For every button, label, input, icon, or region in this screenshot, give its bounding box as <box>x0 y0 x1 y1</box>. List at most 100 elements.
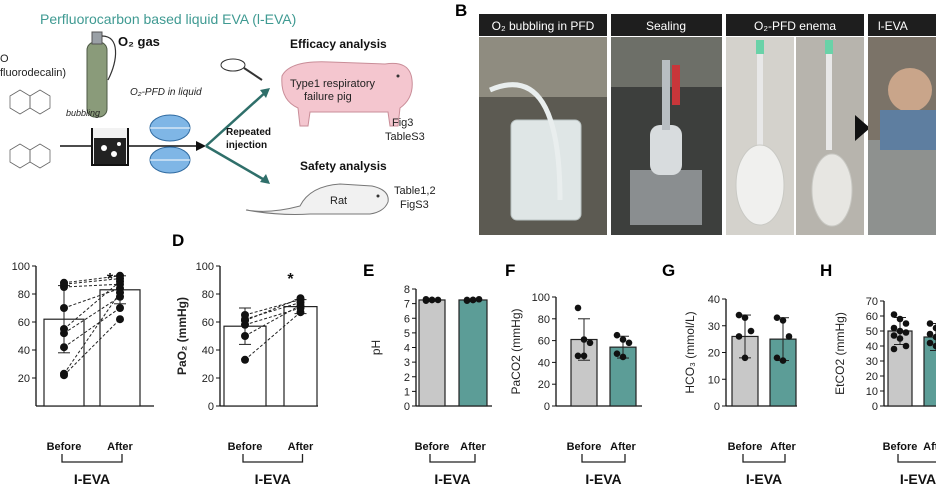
data-point <box>773 314 781 322</box>
syringe-icon <box>220 58 263 81</box>
x-tick-label: Before <box>567 441 602 453</box>
paired-line <box>63 296 121 334</box>
group-label: I-EVA <box>746 471 782 487</box>
significance-marker: * <box>107 271 114 288</box>
data-point <box>902 342 910 350</box>
data-point <box>469 296 477 304</box>
y-axis-label: PaCO2 (mmHg) <box>509 308 523 394</box>
pig-icon <box>281 61 413 127</box>
repeated-label: Repeated <box>226 127 271 138</box>
photo-label-3: O₂-PFD enema <box>754 19 836 33</box>
y-tick-label: 20 <box>866 371 878 383</box>
panel-letter: H <box>820 261 832 280</box>
x-tick-label: Before <box>47 441 82 453</box>
data-point <box>580 352 588 360</box>
data-point <box>890 324 898 332</box>
x-tick-label: After <box>610 441 636 453</box>
x-tick-label: After <box>923 441 936 453</box>
fig3-label: Fig3 <box>392 117 413 129</box>
y-tick-label: 7 <box>404 299 410 311</box>
data-point <box>241 311 249 319</box>
y-tick-label: 100 <box>532 292 550 304</box>
y-tick-label: 8 <box>404 284 410 296</box>
paired-line <box>63 275 121 284</box>
y-tick-label: 30 <box>708 321 720 333</box>
x-tick-label: After <box>770 441 796 453</box>
photo-l-eva: l-EVA <box>868 14 936 235</box>
table12-label: Table1,2 <box>394 185 436 197</box>
efficacy-title: Efficacy analysis <box>290 37 387 51</box>
data-point <box>932 333 936 341</box>
data-point <box>116 292 124 301</box>
paired-line <box>244 304 301 337</box>
data-point <box>116 280 124 289</box>
data-point <box>116 315 124 324</box>
y-tick-label: 20 <box>18 373 30 385</box>
y-tick-label: 0 <box>208 401 214 413</box>
data-point <box>613 331 621 339</box>
group-bracket <box>61 454 123 463</box>
paired-line <box>63 307 121 348</box>
group-label: I-EVA <box>74 471 110 487</box>
y-tick-label: 20 <box>202 373 214 385</box>
beaker-icon <box>91 128 129 166</box>
panel-b-letter: B <box>455 1 467 20</box>
chart-d: D 0 20 40 60 80 100 PaO₂ (mmHg) Before After * I-EV… <box>172 231 318 487</box>
bar <box>418 299 446 407</box>
paired-line <box>63 292 121 375</box>
y-tick-label: 1 <box>404 386 410 398</box>
y-axis-label: EtCO2 (mmHg) <box>833 312 847 395</box>
y-tick-label: 0 <box>714 401 720 413</box>
panel-b: B O₂ bubbling in PFD Sealing O₂-PFD enem… <box>455 1 936 235</box>
y-tick-label: 60 <box>538 336 550 348</box>
paired-line <box>63 281 121 330</box>
panel-letter: G <box>662 261 675 280</box>
data-point <box>896 335 904 342</box>
y-tick-label: 4 <box>404 343 410 355</box>
x-tick-label: Before <box>883 441 918 453</box>
data-point <box>926 330 934 338</box>
y-tick-label: 50 <box>866 326 878 338</box>
rat-label: Rat <box>330 195 347 207</box>
chart-c: 20 40 60 80 100 Before After * I-EVA <box>12 261 154 487</box>
data-point <box>926 320 934 327</box>
y-axis-label: pH <box>369 340 383 355</box>
safety-title: Safety analysis <box>300 159 387 173</box>
data-point <box>428 296 436 304</box>
x-tick-label: After <box>288 441 314 453</box>
group-bracket <box>242 454 304 463</box>
data-point <box>932 342 936 350</box>
photo-label-4: l-EVA <box>878 19 908 33</box>
x-tick-label: After <box>460 441 486 453</box>
group-label: I-EVA <box>255 471 291 487</box>
data-point <box>116 304 124 312</box>
chart-g: G 0 10 20 30 40 HCO₃ (mmol/L) Before After I-EVA <box>662 261 797 487</box>
decalin-molecule-icon <box>9 89 51 169</box>
bar <box>923 336 936 407</box>
paired-line <box>63 318 121 376</box>
y-tick-label: 70 <box>866 296 878 308</box>
data-point <box>926 339 934 347</box>
y-tick-label: 5 <box>404 328 410 340</box>
data-point <box>619 336 627 343</box>
data-point <box>902 320 910 327</box>
left-text-2: fluorodecalin) <box>0 67 66 79</box>
data-point <box>932 324 936 332</box>
data-point <box>890 345 898 353</box>
panel-letter: D <box>172 231 184 250</box>
y-tick-label: 3 <box>404 357 410 369</box>
data-point <box>779 357 787 364</box>
y-tick-label: 40 <box>866 341 878 353</box>
branch-arrow <box>205 89 269 184</box>
data-point <box>116 271 124 280</box>
y-tick-label: 40 <box>538 357 550 369</box>
pig-text-1: Type1 respiratory <box>290 78 375 90</box>
y-tick-label: 6 <box>404 313 410 325</box>
data-point <box>296 304 305 312</box>
data-point <box>434 296 442 304</box>
data-point <box>586 339 594 347</box>
tables3-label: TableS3 <box>385 131 425 143</box>
left-text-1: O <box>0 53 9 65</box>
